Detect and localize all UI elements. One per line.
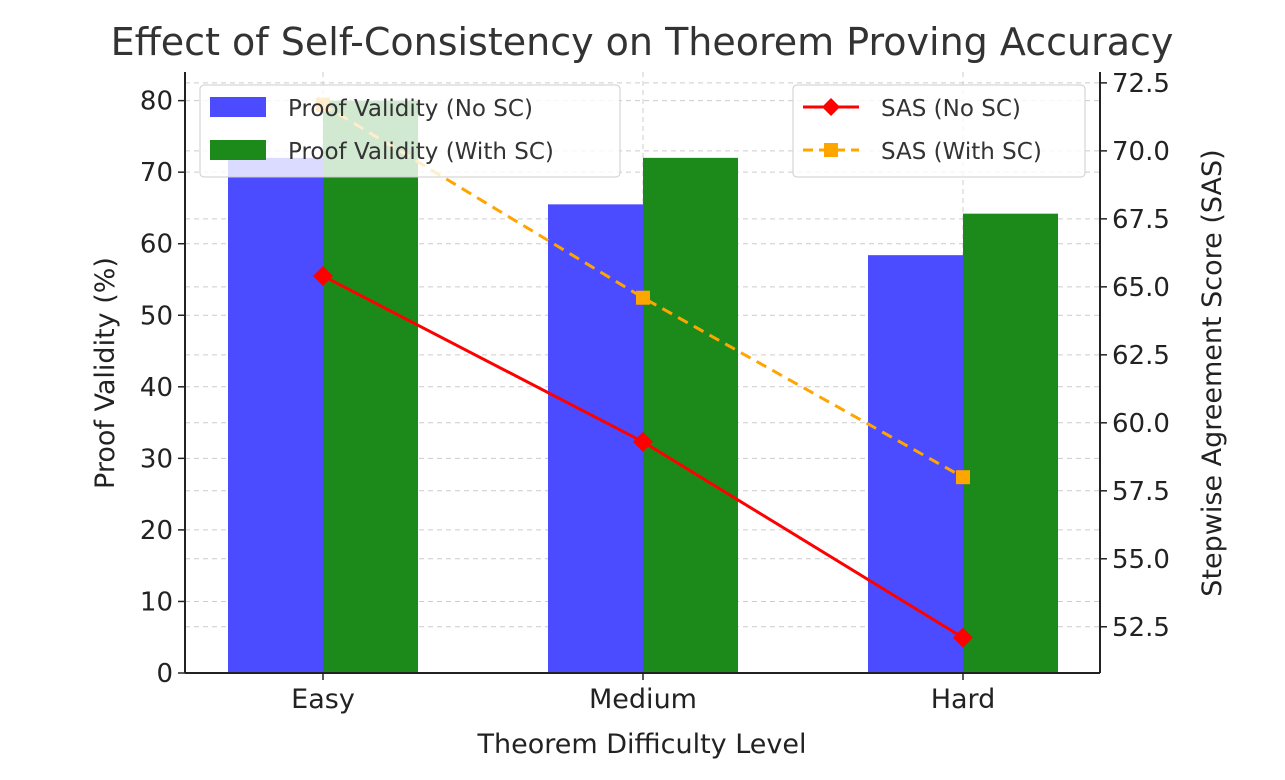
y-axis-label: Proof Validity (%)	[90, 257, 121, 489]
x-tick-label-easy: Easy	[291, 684, 355, 715]
y2-tick-label-1: 55.0	[1112, 545, 1170, 575]
marker-sas-no-sc-medium	[633, 431, 653, 452]
y2-tick-label-4: 62.5	[1112, 341, 1170, 371]
legend-swatch-bar-no-sc	[210, 97, 266, 117]
y-tick-label-1: 10	[140, 587, 173, 617]
y2-tick-label-0: 52.5	[1112, 613, 1170, 643]
bar-no-sc-hard	[868, 255, 963, 673]
legend-bars: Proof Validity (No SC) Proof Validity (W…	[199, 84, 621, 178]
bar-with-sc-medium	[643, 157, 738, 673]
x-axis-label: Theorem Difficulty Level	[476, 729, 806, 760]
y-tick-label-3: 30	[140, 444, 173, 474]
y-tick-label-4: 40	[140, 373, 173, 403]
legend-swatch-bar-with-sc	[210, 140, 266, 160]
line-sas-with-sc	[322, 103, 964, 479]
y-tick-label-0: 0	[156, 659, 173, 689]
x-tick-label-medium: Medium	[589, 684, 697, 715]
legend-lines-frame	[792, 84, 1086, 178]
y2-tick-label-3: 60.0	[1112, 409, 1170, 439]
legend-bars-frame	[199, 84, 621, 178]
legend-lines: SAS (No SC) SAS (With SC)	[792, 84, 1086, 178]
legend-marker-sas-with-sc	[824, 143, 838, 157]
legend-label-bar-with-sc: Proof Validity (With SC)	[288, 139, 554, 165]
y-tick-label-5: 50	[140, 301, 173, 331]
y2-tick-label-5: 65.0	[1112, 273, 1170, 303]
bar-with-sc-easy	[323, 100, 418, 674]
bar-no-sc-easy	[228, 157, 323, 673]
legend-label-bar-no-sc: Proof Validity (No SC)	[288, 96, 533, 122]
legend-label-sas-no-sc: SAS (No SC)	[881, 96, 1021, 122]
y-tick-label-6: 60	[140, 230, 173, 260]
bar-with-sc-hard	[963, 213, 1058, 673]
marker-sas-with-sc-hard	[956, 470, 970, 485]
y2-tick-label-2: 57.5	[1112, 477, 1170, 507]
ticks: 0 10 20 30 40 50 60 70 80 52.5 55.0 57.5 60.0 62.5 65.…	[140, 69, 1170, 715]
y2-tick-label-8: 72.5	[1112, 69, 1170, 99]
marker-sas-no-sc-hard	[953, 627, 973, 648]
x-tick-label-hard: Hard	[931, 684, 996, 715]
legend-marker-sas-no-sc	[822, 98, 840, 116]
marker-sas-no-sc-easy	[313, 265, 333, 286]
y2-tick-label-7: 70.0	[1112, 137, 1170, 167]
y-tick-label-8: 80	[140, 87, 173, 117]
y-tick-label-2: 20	[140, 516, 173, 546]
marker-sas-with-sc-medium	[636, 290, 650, 305]
legend-label-sas-with-sc: SAS (With SC)	[881, 139, 1042, 165]
y-tick-label-7: 70	[140, 158, 173, 188]
bar-no-sc-medium	[548, 204, 643, 673]
y2-tick-label-6: 67.5	[1112, 205, 1170, 235]
chart-title: Effect of Self-Consistency on Theorem Pr…	[111, 20, 1174, 64]
bars	[228, 100, 1058, 674]
y2-axis-label: Stepwise Agreement Score (SAS)	[1197, 149, 1228, 596]
